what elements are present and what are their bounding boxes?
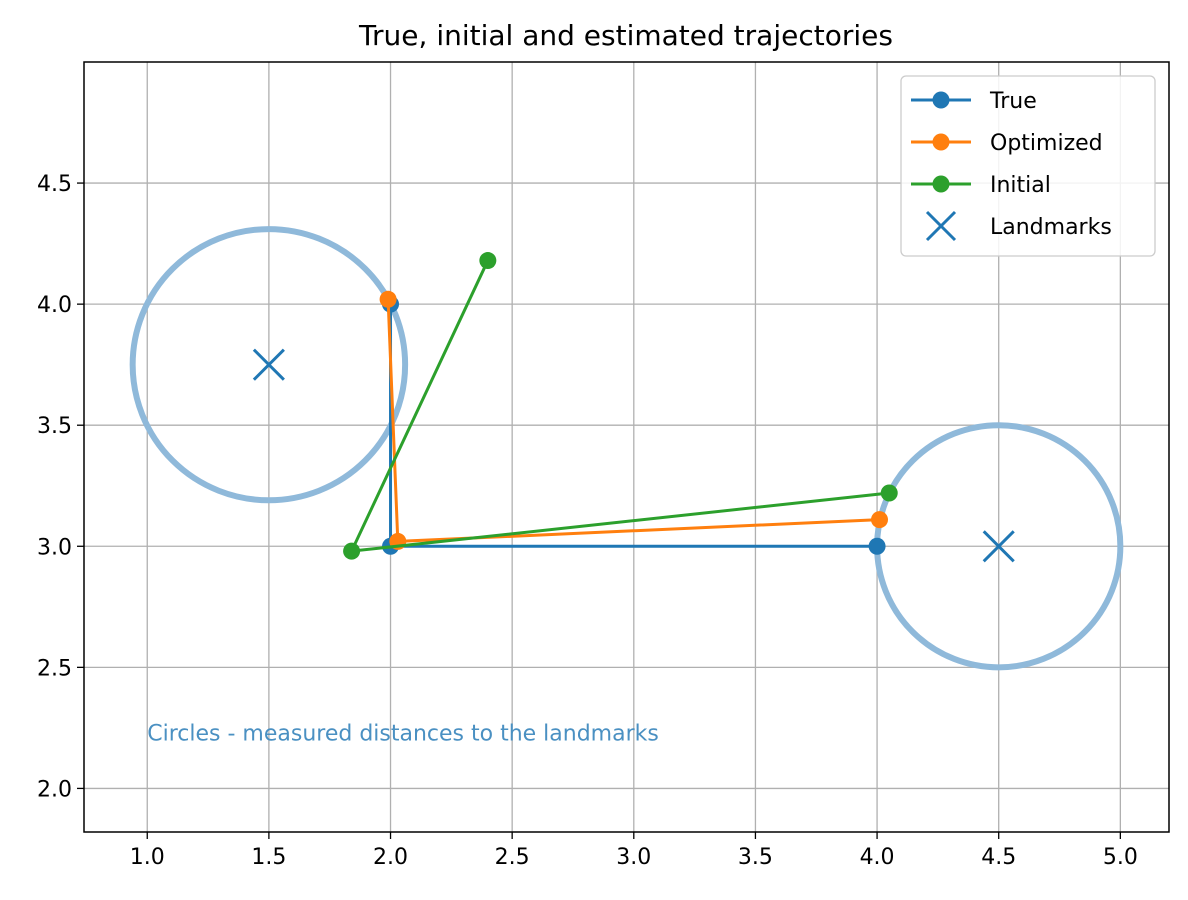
landmark-marker bbox=[252, 348, 285, 381]
legend-box bbox=[900, 75, 1156, 257]
landmark-x-stroke bbox=[252, 348, 285, 381]
x-tick-label: 2.0 bbox=[373, 845, 408, 870]
x-tick-label: 2.5 bbox=[495, 845, 530, 870]
annotation-text: Circles - measured distances to the land… bbox=[147, 722, 659, 747]
landmark-marker bbox=[982, 530, 1015, 563]
y-tick-label: 2.0 bbox=[37, 777, 72, 802]
range-circles bbox=[129, 226, 1124, 671]
legend-label-true: True bbox=[989, 89, 1037, 114]
point-initial bbox=[479, 252, 497, 270]
landmark-x-stroke bbox=[982, 530, 1015, 563]
series-layer bbox=[252, 252, 1015, 563]
legend: True Optimized Initial Landmarks bbox=[900, 75, 1156, 257]
x-tick-label: 3.5 bbox=[738, 845, 773, 870]
point-initial bbox=[880, 484, 898, 502]
point-optimized bbox=[871, 511, 889, 529]
x-tick-label: 1.5 bbox=[251, 845, 286, 870]
x-tick-label: 1.0 bbox=[130, 845, 165, 870]
x-tick-label: 5.0 bbox=[1103, 845, 1138, 870]
plot-frame bbox=[83, 61, 1170, 833]
y-tick-label: 4.5 bbox=[37, 172, 72, 197]
legend-marker-true bbox=[932, 91, 950, 109]
y-tick-label: 3.0 bbox=[37, 535, 72, 560]
range-circle bbox=[129, 226, 409, 504]
chart-title: True, initial and estimated trajectories bbox=[358, 19, 893, 52]
y-tick-label: 3.5 bbox=[37, 414, 72, 439]
point-true bbox=[868, 537, 886, 555]
y-tick-label: 2.5 bbox=[37, 656, 72, 681]
x-tick-label: 3.0 bbox=[616, 845, 651, 870]
legend-label-initial: Initial bbox=[990, 173, 1051, 198]
y-tick-label: 4.0 bbox=[37, 293, 72, 318]
legend-marker-initial bbox=[932, 175, 950, 193]
legend-label-landmarks: Landmarks bbox=[990, 215, 1112, 240]
x-tick-label: 4.0 bbox=[860, 845, 895, 870]
legend-label-optimized: Optimized bbox=[990, 131, 1103, 156]
legend-marker-optimized bbox=[932, 133, 950, 151]
point-initial bbox=[343, 542, 361, 560]
landmark-x-stroke bbox=[925, 210, 957, 242]
point-optimized bbox=[379, 290, 397, 308]
axis-ticks: 1.0 1.5 2.0 2.5 3.0 3.5 4.0 4.5 5.0 2.0 2.5 3.0 3.5 4… bbox=[37, 172, 1138, 870]
x-tick-label: 4.5 bbox=[981, 845, 1016, 870]
legend-marker-landmarks bbox=[925, 210, 957, 242]
